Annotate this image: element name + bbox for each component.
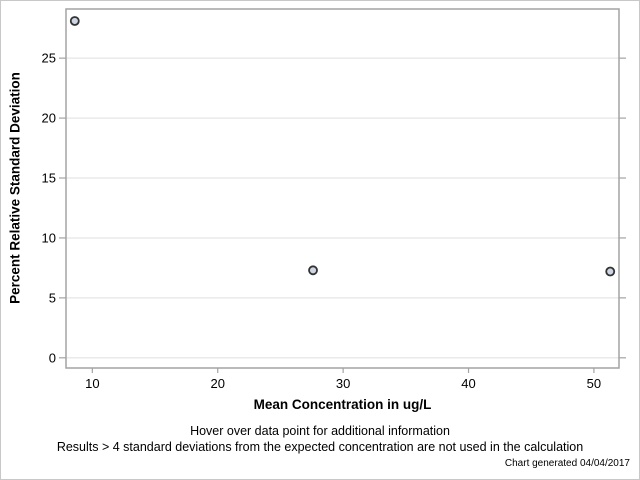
- y-tick-label: 10: [42, 230, 56, 245]
- y-tick-label: 25: [42, 51, 56, 66]
- footer-hover-note: Hover over data point for additional inf…: [190, 424, 450, 438]
- y-tick-label: 15: [42, 171, 56, 186]
- x-tick-label: 40: [461, 376, 475, 391]
- x-tick-label: 50: [587, 376, 601, 391]
- x-tick-label: 20: [210, 376, 224, 391]
- footer-results-note: Results > 4 standard deviations from the…: [56, 440, 584, 454]
- y-axis-title: Percent Relative Standard Deviation: [7, 72, 23, 304]
- y-tick-label: 5: [49, 290, 56, 305]
- plot-area: [65, 8, 620, 369]
- data-point[interactable]: [69, 16, 80, 26]
- y-tick-label: 0: [49, 350, 56, 365]
- footer-generated-date: Chart generated 04/04/2017: [504, 458, 630, 469]
- x-tick-label: 10: [85, 376, 99, 391]
- data-point[interactable]: [605, 266, 616, 277]
- x-tick-label: 30: [336, 376, 350, 391]
- y-tick-label: 20: [42, 111, 56, 126]
- data-point[interactable]: [308, 265, 318, 276]
- x-axis-title: Mean Concentration in ug/L: [253, 397, 432, 412]
